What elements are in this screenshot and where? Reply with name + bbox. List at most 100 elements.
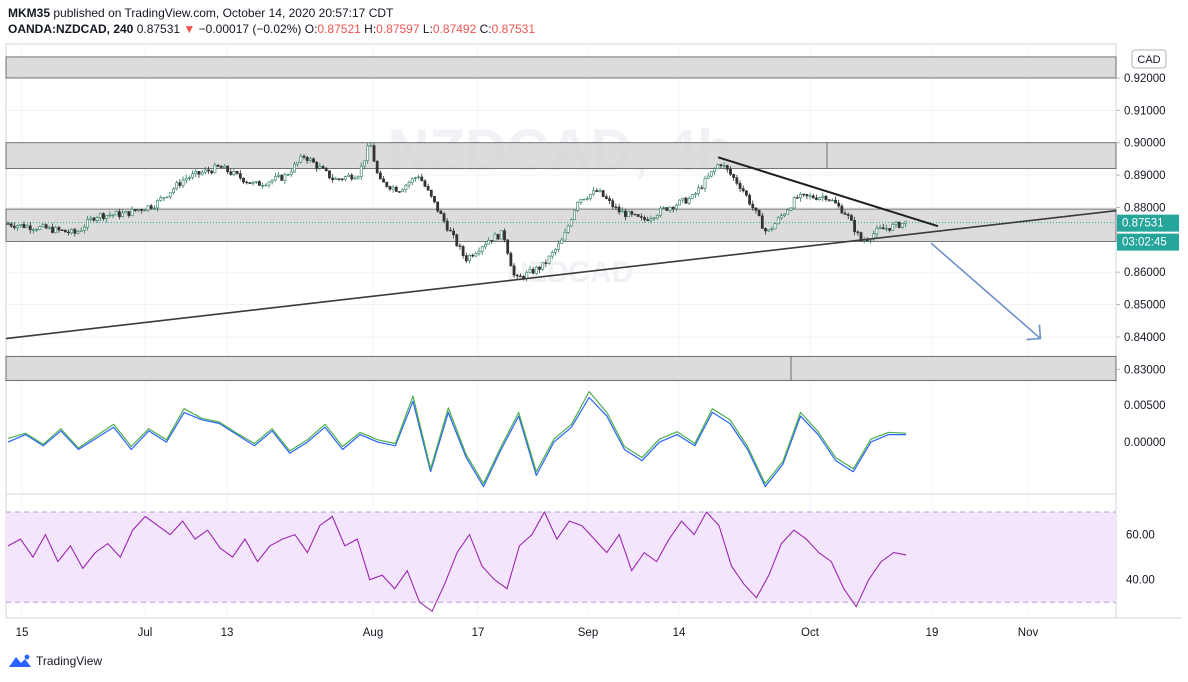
osc-tick-label: 0.00000 — [1124, 437, 1166, 449]
candle-body — [223, 165, 226, 168]
candle-body — [9, 223, 13, 227]
candle-body — [885, 228, 888, 230]
candle-body — [22, 224, 26, 229]
oscillator-line-slow — [7, 391, 907, 485]
candle-body — [401, 189, 405, 193]
price-tick-label: 0.86000 — [1124, 267, 1166, 279]
candle-body — [474, 253, 478, 257]
candle-body — [770, 228, 774, 231]
time-tick-label: 19 — [926, 627, 939, 639]
candle-body — [738, 183, 742, 189]
candle-body — [111, 214, 115, 216]
time-tick-label: 14 — [673, 627, 686, 639]
candle-body — [261, 184, 265, 187]
candle-body — [795, 197, 799, 199]
candle-body — [853, 220, 857, 233]
candle-body — [480, 246, 484, 252]
oscillator-axis: 0.00500 0.00000 — [1124, 400, 1166, 449]
candle-body — [407, 182, 411, 186]
arrow-head-icon — [1026, 324, 1042, 341]
candle-body — [751, 203, 755, 209]
candle-body — [73, 229, 77, 234]
candle-body — [598, 190, 602, 192]
candle-body — [251, 181, 255, 184]
candle-body — [678, 199, 681, 206]
currency-badge[interactable]: CAD — [1131, 49, 1167, 69]
support-resistance-zones — [5, 56, 1117, 382]
candle-body — [410, 178, 414, 183]
candle-body — [840, 205, 844, 214]
candle-body — [54, 227, 58, 233]
candle-body — [216, 164, 220, 167]
price-tick-label: 0.85000 — [1124, 300, 1166, 312]
candle-body — [834, 199, 837, 204]
candle-body — [248, 182, 252, 184]
candle-body — [12, 225, 16, 228]
time-axis[interactable]: 15 Jul 13 Aug 17 Sep 14 Oct 19 Nov — [16, 627, 1039, 639]
close-label: C: — [479, 22, 492, 36]
symbol-label[interactable]: OANDA:NZDCAD, 240 — [8, 22, 134, 36]
candle-body — [519, 275, 522, 278]
candle-body — [789, 207, 793, 211]
candle-body — [821, 195, 825, 198]
time-tick-label: Oct — [801, 627, 820, 639]
candle-body — [6, 223, 10, 225]
candle-body — [117, 211, 121, 218]
candle-body — [127, 211, 131, 217]
candle-body — [442, 213, 446, 222]
candle-body — [226, 165, 230, 173]
candle-body — [592, 190, 596, 195]
rsi-line — [7, 510, 907, 613]
candle-body — [448, 229, 452, 232]
candle-body — [461, 246, 465, 256]
candle-body — [95, 217, 99, 221]
candle-body — [468, 254, 471, 262]
low-label: L: — [422, 22, 433, 36]
candle-body — [515, 274, 519, 277]
candle-body — [725, 165, 729, 170]
candlestick-series — [6, 142, 907, 282]
candle-body — [213, 164, 217, 174]
candle-body — [172, 188, 175, 193]
candle-body — [245, 181, 249, 184]
candle-body — [207, 169, 210, 172]
candle-body — [41, 224, 45, 227]
candle-body — [273, 176, 277, 181]
candle-body — [802, 193, 806, 196]
candle-body — [197, 171, 201, 175]
candle-body — [439, 210, 443, 215]
candle-body — [324, 167, 328, 172]
candle-body — [108, 214, 112, 217]
footer-brand[interactable]: TradingView — [36, 654, 103, 668]
candle-body — [585, 198, 589, 200]
candle-body — [716, 164, 720, 169]
candle-body — [722, 165, 726, 167]
candle-body — [16, 225, 19, 228]
price-zone — [5, 142, 1117, 170]
candle-body — [579, 198, 583, 203]
candle-body — [102, 213, 105, 219]
candle-body — [232, 171, 236, 175]
candle-body — [124, 211, 128, 214]
author-name[interactable]: MKM35 — [8, 6, 51, 20]
candle-body — [429, 189, 433, 197]
time-tick-label: Sep — [578, 627, 598, 639]
candle-body — [713, 168, 716, 172]
candle-body — [312, 158, 315, 163]
candle-body — [165, 196, 169, 198]
candle-body — [60, 229, 64, 231]
candle-body — [601, 190, 605, 197]
trend-drawings[interactable] — [5, 156, 1117, 341]
candle-body — [35, 229, 39, 231]
candle-body — [343, 176, 347, 180]
candle-body — [200, 172, 204, 175]
candle-body — [509, 252, 513, 267]
candle-body — [152, 207, 156, 210]
candle-body — [830, 199, 834, 202]
candle-body — [557, 243, 561, 250]
candle-body — [369, 145, 373, 147]
candle-body — [687, 198, 691, 204]
candle-body — [70, 229, 74, 234]
candle-body — [732, 174, 736, 178]
